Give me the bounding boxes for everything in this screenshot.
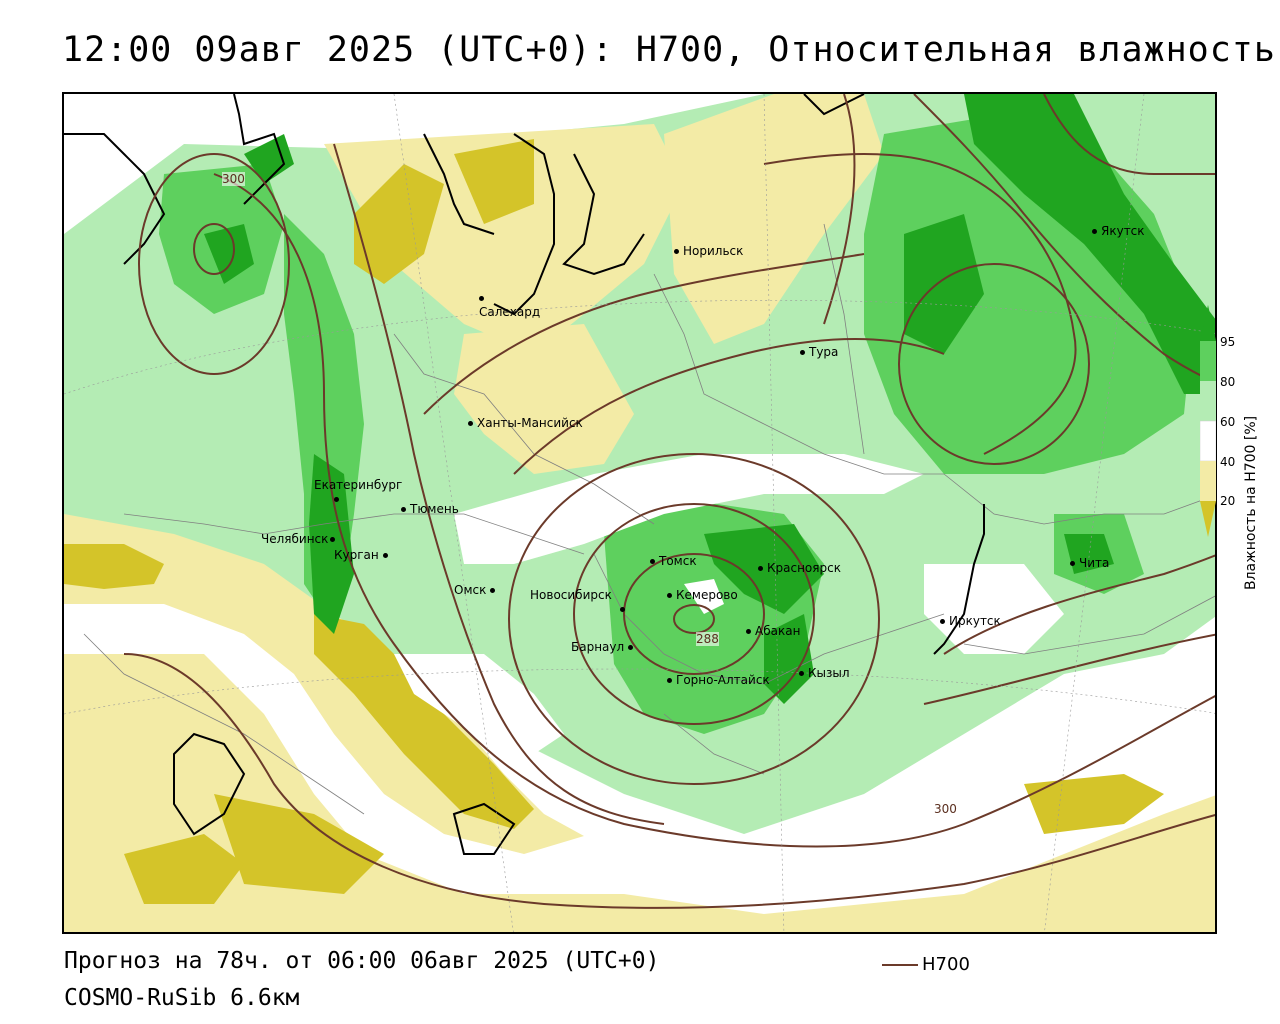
admin-boundaries [83, 223, 1215, 815]
coastlines [64, 94, 985, 855]
city-label: Кемерово [667, 588, 738, 602]
city-dot-icon [334, 497, 339, 502]
city-label: Екатеринбург [314, 478, 402, 506]
colorbar-title: Влажность на H700 [%] [1243, 415, 1259, 590]
city-label: Омск [454, 583, 499, 597]
h700-contours [123, 94, 1215, 909]
city-dot-icon [940, 619, 945, 624]
city-dot-icon [330, 537, 336, 542]
humidity-field [64, 94, 1215, 932]
city-dot-icon [1070, 561, 1075, 566]
city-dot-icon [674, 249, 679, 254]
graticule [64, 94, 1215, 932]
city-label: Горно-Алтайск [667, 673, 770, 687]
city-dot-icon [667, 678, 672, 683]
line-swatch-icon [882, 964, 918, 966]
h700-legend: H700 [882, 954, 970, 975]
city-label: Иркутск [940, 614, 1001, 628]
city-label: Норильск [674, 244, 743, 258]
city-dot-icon [746, 629, 751, 634]
city-label: Якутск [1092, 224, 1145, 238]
city-label: Курган [334, 548, 392, 562]
city-dot-icon [758, 566, 763, 571]
city-label: Томск [650, 554, 697, 568]
humidity-colorbar [1200, 305, 1216, 537]
city-dot-icon [799, 671, 804, 676]
map-panel[interactable]: 300 288 300 Норильск Якутск Салехард Тур… [62, 92, 1217, 934]
city-label: Барнаул [571, 640, 637, 654]
city-dot-icon [401, 507, 406, 512]
contour-label: 288 [696, 632, 719, 646]
city-dot-icon [479, 296, 484, 301]
city-dot-icon [490, 588, 496, 593]
city-label: Красноярск [758, 561, 841, 575]
city-dot-icon [1092, 229, 1097, 234]
city-label: Салехард [479, 291, 540, 319]
city-label: Тура [800, 345, 838, 359]
city-dot-icon [650, 559, 655, 564]
page-title: 12:00 09авг 2025 (UTC+0): H700, Относите… [62, 30, 1276, 70]
city-label: Абакан [746, 624, 800, 638]
contour-label: 300 [222, 172, 245, 186]
contour-label: 300 [934, 802, 957, 816]
city-label: Новосибирск [530, 588, 629, 616]
city-label: Кызыл [799, 666, 850, 680]
humidity-map [64, 94, 1215, 932]
city-dot-icon [628, 645, 634, 650]
city-dot-icon [382, 553, 388, 558]
forecast-info: Прогноз на 78ч. от 06:00 06авг 2025 (UTC… [64, 948, 660, 974]
city-label: Чита [1070, 556, 1109, 570]
city-dot-icon [800, 350, 805, 355]
model-name: COSMO-RuSib 6.6км [64, 985, 300, 1011]
city-dot-icon [667, 593, 672, 598]
city-dot-icon [468, 421, 473, 426]
city-label: Ханты-Мансийск [468, 416, 583, 430]
city-label: Челябинск [261, 532, 339, 546]
city-dot-icon [620, 607, 625, 612]
city-label: Тюмень [401, 502, 459, 516]
